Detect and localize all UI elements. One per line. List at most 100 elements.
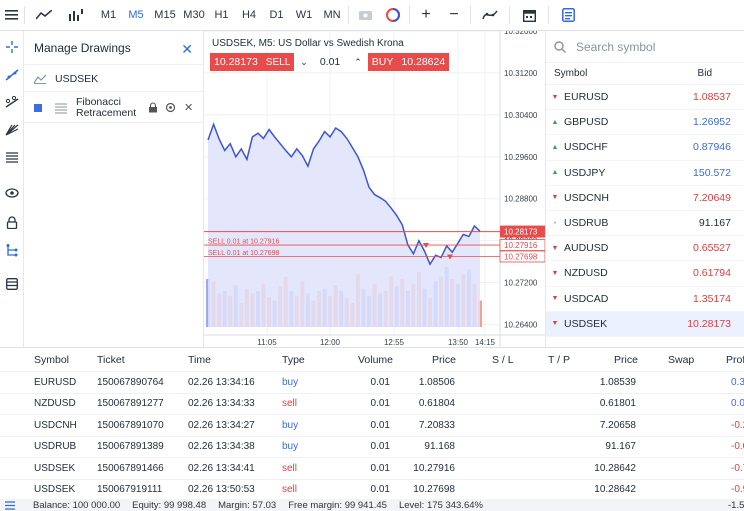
layers-icon[interactable]: [0, 273, 24, 295]
watch-row[interactable]: ▼ USDCNH 7.20649: [546, 186, 744, 211]
cell-price: 0.61804: [418, 398, 455, 410]
pitchfork-icon[interactable]: [0, 119, 24, 141]
timeframe-h4[interactable]: H4: [241, 9, 257, 21]
indicators-icon[interactable]: [61, 0, 91, 31]
sell-button[interactable]: 10.28173 SELL: [210, 53, 295, 71]
lock-icon[interactable]: [0, 211, 24, 233]
timeframe-m5[interactable]: M5: [128, 9, 144, 21]
col-current-price[interactable]: Price: [614, 353, 638, 366]
col-price[interactable]: Price: [432, 353, 456, 366]
settings-icon[interactable]: [165, 102, 176, 113]
watch-bid: 0.65527: [693, 242, 731, 255]
cell-ticket: 150067890764: [97, 376, 164, 388]
time-tick-label: 12:00: [320, 338, 341, 347]
cell-symbol: USDSEK: [34, 484, 76, 496]
crosshair-icon[interactable]: [0, 36, 24, 58]
watch-row[interactable]: ▼ AUDUSD 0.65527: [546, 236, 744, 262]
indicators-fx-icon[interactable]: [473, 0, 507, 31]
watch-symbol: EURUSD: [564, 91, 609, 104]
arrow-down-icon: ▼: [551, 244, 559, 252]
col-symbol[interactable]: Symbol: [554, 68, 588, 79]
col-tp[interactable]: T / P: [548, 353, 570, 366]
watch-row[interactable]: ▲ GBPUSD 1.26952: [546, 110, 744, 136]
chevron-down-icon[interactable]: ⌄: [300, 56, 308, 67]
line-chart-icon[interactable]: [27, 0, 61, 31]
cell-ticket: 150067891389: [97, 441, 164, 453]
cell-profit: -0.2: [731, 419, 744, 431]
timeframe-h1[interactable]: H1: [214, 9, 229, 21]
col-ticket[interactable]: Ticket: [97, 353, 125, 366]
cell-symbol: USDSEK: [34, 462, 76, 474]
menu-icon[interactable]: [0, 0, 22, 31]
buy-label: BUY: [371, 56, 394, 68]
timeframe-m15[interactable]: M15: [154, 9, 176, 21]
table-row[interactable]: EURUSD 150067890764 02.26 13:34:16 buy 0.01 1…: [0, 372, 744, 394]
watch-row[interactable]: ▼ USDCAD 1.35174: [546, 287, 744, 312]
col-volume[interactable]: Volume: [358, 353, 394, 366]
price-chart[interactable]: 10.32000 10.31200 10.30400 10.29600 10.28800…: [204, 31, 545, 347]
screenshot-icon[interactable]: [351, 0, 379, 31]
table-row[interactable]: USDCNH 150067891070 02.26 13:34:27 buy 0.01 7…: [0, 415, 744, 437]
zoom-in-icon[interactable]: +: [421, 6, 431, 23]
close-icon[interactable]: ✕: [181, 41, 193, 57]
timeframe-w1[interactable]: W1: [295, 9, 313, 21]
price-tick-label: 10.27200: [504, 279, 538, 288]
object-tree-icon[interactable]: [0, 239, 24, 261]
channel-icon[interactable]: [0, 91, 24, 113]
search-box[interactable]: Search symbol: [546, 31, 744, 63]
watch-row[interactable]: ▼ NZDUSD 0.61794: [546, 261, 744, 287]
buy-button[interactable]: BUY 10.28624: [367, 53, 450, 71]
chevron-up-icon[interactable]: ⌃: [354, 56, 362, 67]
delete-icon[interactable]: ✕: [184, 102, 194, 114]
watch-row[interactable]: ▲ USDJPY 150.572: [546, 161, 744, 186]
divider: [548, 6, 549, 24]
cell-time: 02.26 13:50:53: [188, 484, 255, 496]
table-row[interactable]: USDRUB 150067891389 02.26 13:34:38 buy 0.01 9…: [0, 437, 744, 458]
eye-icon[interactable]: [0, 182, 24, 204]
volume-input[interactable]: ⌄ 0.01 ⌃: [294, 53, 368, 71]
lock-icon[interactable]: [148, 102, 158, 113]
trade-history-icon[interactable]: [551, 0, 585, 31]
trendline-icon[interactable]: [0, 64, 24, 86]
zoom-out-icon[interactable]: −: [449, 6, 459, 23]
positions-table: Symbol Ticket Time Type Volume Price S /…: [0, 347, 744, 511]
timeframe-m1[interactable]: M1: [100, 9, 117, 21]
col-time[interactable]: Time: [188, 353, 211, 366]
chart-canvas[interactable]: 10.32000 10.31200 10.30400 10.29600 10.28800…: [204, 31, 545, 347]
col-symbol[interactable]: Symbol: [34, 353, 70, 366]
timeframe-m30[interactable]: M30: [183, 9, 205, 21]
one-click-trading-icon[interactable]: [379, 0, 407, 31]
drawing-symbol-row[interactable]: USDSEK: [24, 66, 204, 92]
watch-bid: 1.26952: [693, 116, 731, 129]
list-icon[interactable]: [5, 501, 15, 510]
fibonacci-icon[interactable]: [0, 147, 24, 169]
price-tick-label: 10.29600: [504, 153, 538, 162]
watch-symbol: USDRUB: [564, 217, 609, 230]
table-row[interactable]: USDSEK 150067919111 02.26 13:50:53 sell 0.01…: [0, 480, 744, 501]
order-price-tag: [499, 250, 545, 263]
col-swap[interactable]: Swap: [668, 353, 695, 366]
watch-row[interactable]: ● USDRUB 91.167: [546, 211, 744, 237]
cell-cur-price: 1.08539: [599, 376, 636, 388]
col-type[interactable]: Type: [282, 353, 305, 366]
col-profit[interactable]: Prof: [726, 353, 744, 366]
table-row[interactable]: USDSEK 150067891466 02.26 13:34:41 sell 0.01…: [0, 458, 744, 480]
col-sl[interactable]: S / L: [492, 353, 514, 366]
watch-row[interactable]: ▼ EURUSD 1.08537: [546, 85, 744, 111]
cell-volume: 0.01: [370, 462, 390, 474]
col-bid[interactable]: Bid: [697, 68, 712, 79]
table-row[interactable]: NZDUSD 150067891277 02.26 13:34:33 sell 0.01…: [0, 394, 744, 415]
arrow-down-icon: ▼: [551, 93, 559, 101]
watch-row[interactable]: ▼ USDSEK 10.28173: [546, 311, 744, 337]
watch-symbol: USDCNH: [564, 191, 609, 204]
balance: Balance: 100 000.00: [33, 500, 121, 511]
drawing-checkbox[interactable]: [34, 103, 42, 112]
time-tick-label: 14:15: [475, 338, 496, 347]
drawing-item-fibonacci[interactable]: Fibonacci Retracement ✕: [24, 93, 204, 123]
timeframe-d1[interactable]: D1: [269, 9, 284, 21]
cell-volume: 0.01: [370, 376, 390, 388]
watch-row[interactable]: ▲ USDCHF 0.87946: [546, 135, 744, 161]
timeframe-mn[interactable]: MN: [323, 9, 341, 21]
search-input[interactable]: Search symbol: [576, 39, 656, 54]
calendar-icon[interactable]: [512, 0, 546, 31]
